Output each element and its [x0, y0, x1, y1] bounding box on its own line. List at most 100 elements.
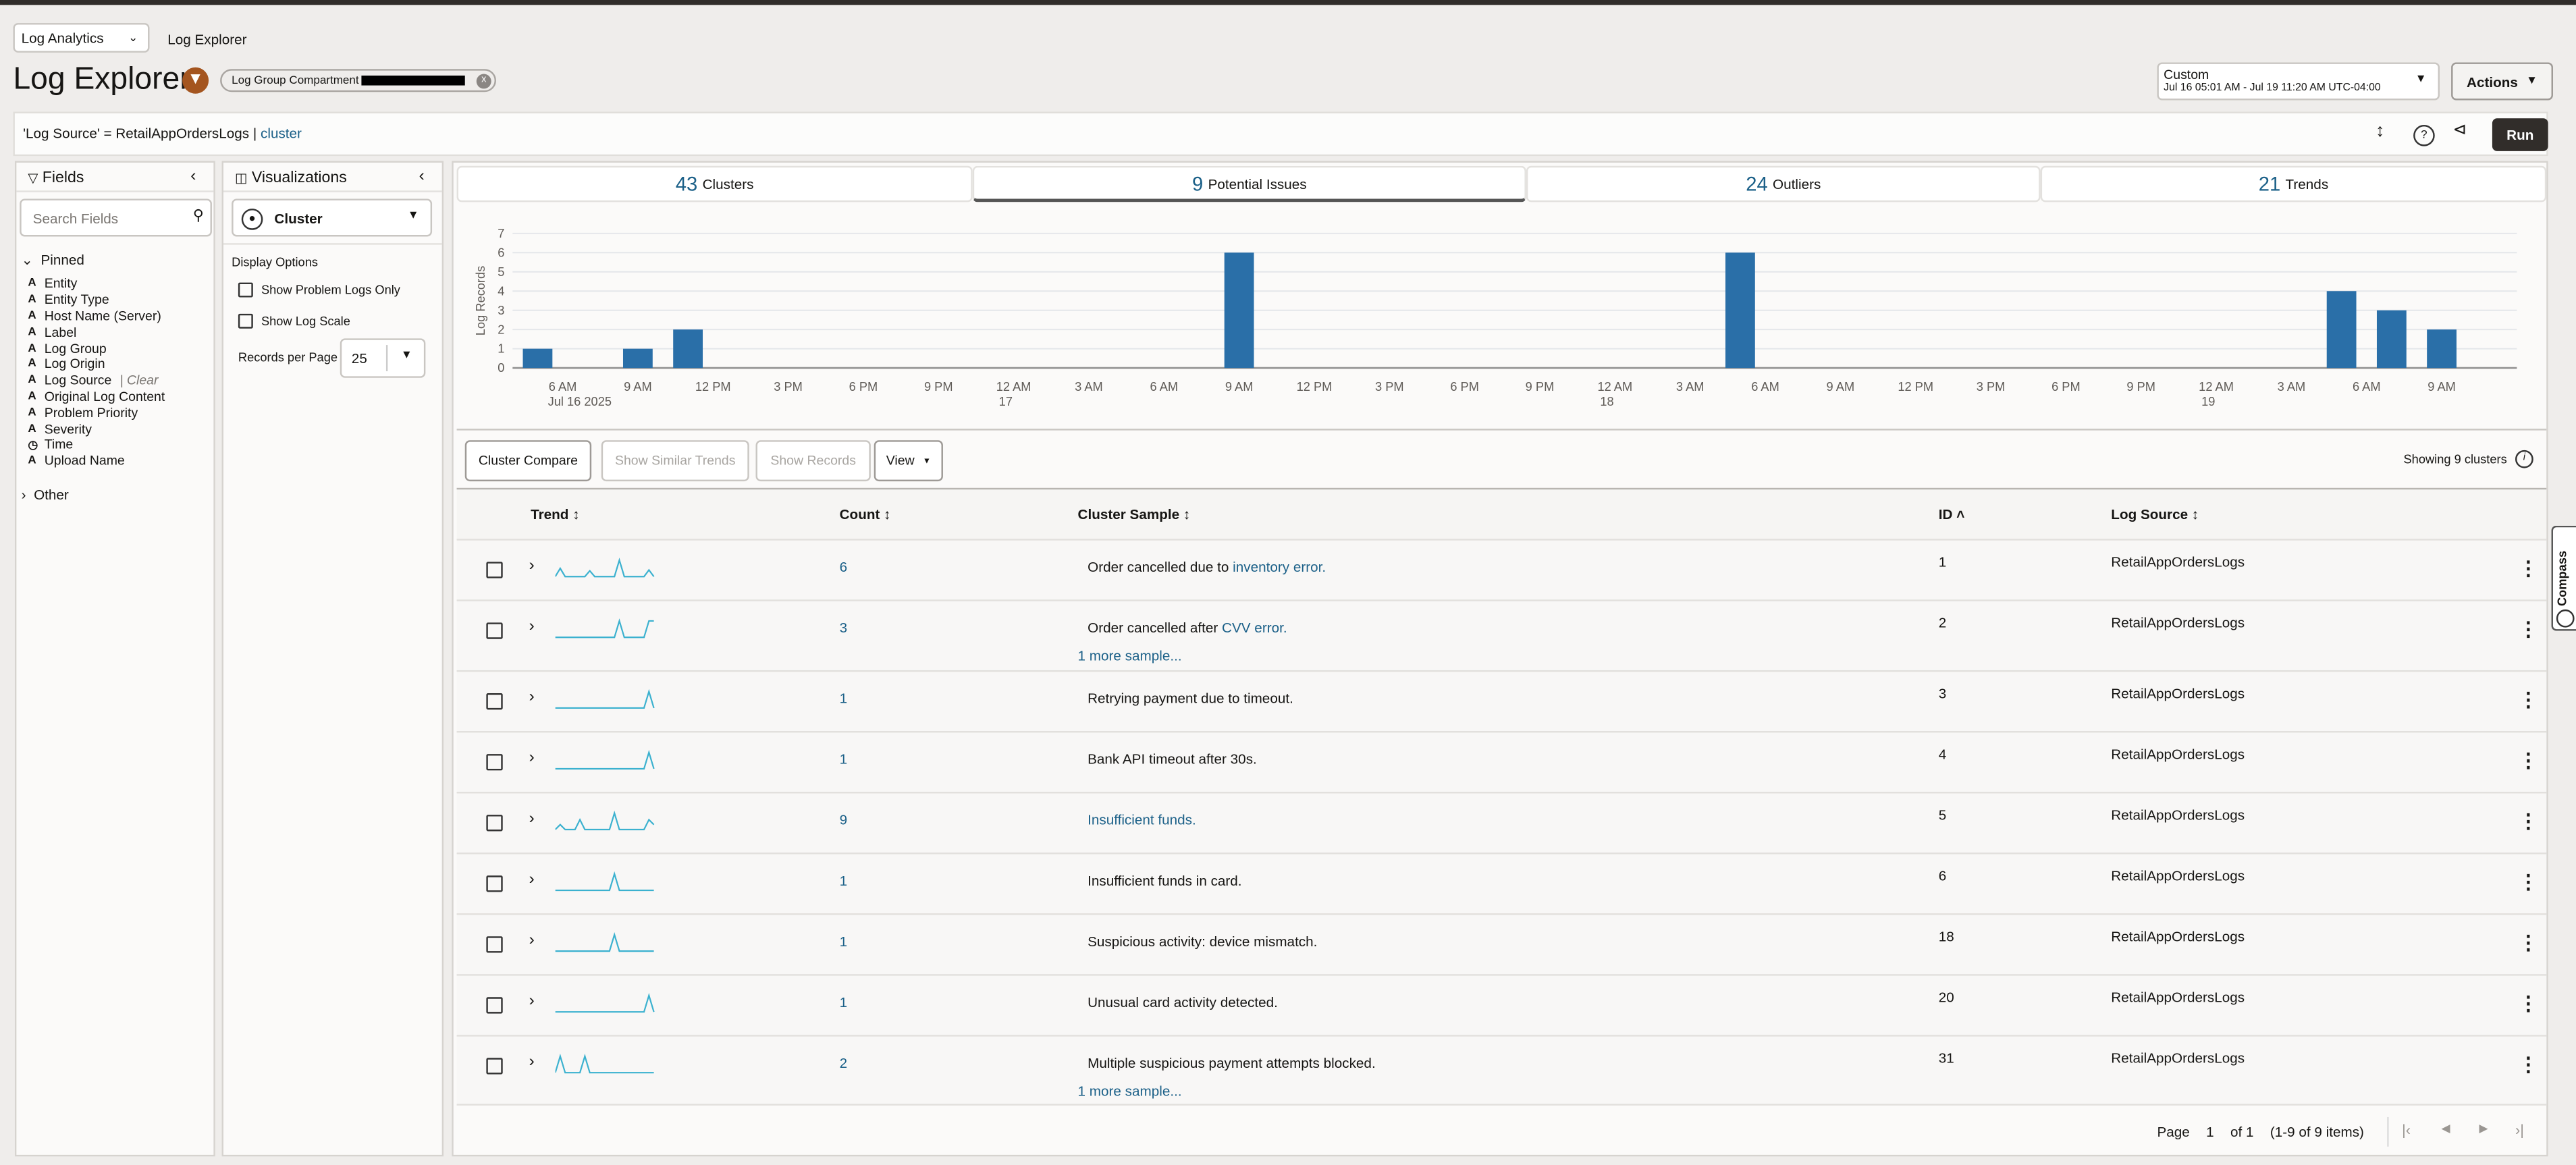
expand-collapse-icon[interactable]: ↕	[2376, 121, 2385, 142]
bar[interactable]	[2376, 310, 2407, 369]
checkbox[interactable]	[238, 313, 253, 329]
count-link[interactable]: 1	[839, 872, 848, 889]
actions-button[interactable]: Actions ▼	[2451, 62, 2553, 101]
next-page-icon[interactable]: ▶	[2479, 1123, 2488, 1135]
expand-row-icon[interactable]: ›	[529, 688, 535, 707]
expand-row-icon[interactable]: ›	[529, 1053, 535, 1071]
row-actions-kebab-icon[interactable]: ⋮	[2518, 557, 2539, 580]
expand-row-icon[interactable]: ›	[529, 749, 535, 767]
expand-row-icon[interactable]: ›	[529, 557, 535, 575]
app-selector[interactable]: Log Analytics ⌄	[13, 23, 150, 53]
tab-clusters[interactable]: 43 Clusters	[456, 165, 973, 202]
sample-variable-link[interactable]: Insufficient funds.	[1088, 811, 1196, 828]
show-records-button[interactable]: Show Records	[755, 440, 871, 482]
row-actions-kebab-icon[interactable]: ⋮	[2518, 749, 2539, 772]
field-item[interactable]: A Entity	[28, 276, 212, 292]
bar[interactable]	[2427, 329, 2457, 369]
visualization-select[interactable]: ● Cluster ▼	[232, 198, 433, 237]
column-header-log-source[interactable]: Log Source ↕	[2111, 506, 2199, 522]
expand-row-icon[interactable]: ›	[529, 809, 535, 828]
first-page-icon[interactable]: |‹	[2402, 1122, 2411, 1139]
run-button[interactable]: Run	[2492, 118, 2548, 151]
collapse-fields-icon[interactable]: ‹	[190, 167, 196, 186]
cluster-compare-button[interactable]: Cluster Compare	[464, 440, 592, 482]
count-link[interactable]: 1	[839, 690, 848, 707]
show-similar-trends-button[interactable]: Show Similar Trends	[601, 440, 749, 482]
row-checkbox[interactable]	[486, 815, 503, 832]
field-item[interactable]: A Upload Name	[28, 453, 212, 469]
clear-link[interactable]: | Clear	[119, 373, 159, 388]
field-item[interactable]: A Label	[28, 324, 212, 340]
filter-icon[interactable]: ▼	[182, 67, 209, 94]
compartment-chip[interactable]: Log Group Compartment x	[220, 69, 496, 92]
row-checkbox[interactable]	[486, 936, 503, 953]
tab-trends[interactable]: 21 Trends	[2040, 165, 2547, 202]
count-link[interactable]: 1	[839, 994, 848, 1010]
row-checkbox[interactable]	[486, 997, 503, 1014]
compass-side-tab[interactable]: Compass	[2551, 525, 2576, 631]
column-header-count[interactable]: Count ↕	[840, 506, 891, 522]
more-samples-link[interactable]: 1 more sample...	[1077, 647, 1182, 664]
row-checkbox[interactable]	[486, 562, 503, 578]
field-item[interactable]: A Log Origin	[28, 356, 212, 373]
count-link[interactable]: 9	[839, 811, 848, 828]
checkbox[interactable]	[238, 282, 253, 298]
time-range-select[interactable]: Custom Jul 16 05:01 AM - Jul 19 11:20 AM…	[2157, 62, 2440, 101]
field-item[interactable]: A Log Source | Clear	[28, 373, 212, 389]
previous-page-icon[interactable]: ◀	[2441, 1123, 2450, 1135]
count-link[interactable]: 1	[839, 751, 848, 767]
info-icon[interactable]: i	[2515, 450, 2533, 468]
bar[interactable]	[673, 329, 703, 369]
field-item[interactable]: ◷ Time	[28, 437, 212, 453]
page-number-input[interactable]: 1	[2206, 1123, 2214, 1140]
other-group-toggle[interactable]: › Other	[22, 486, 69, 502]
row-actions-kebab-icon[interactable]: ⋮	[2518, 931, 2539, 954]
expand-row-icon[interactable]: ›	[529, 618, 535, 636]
sample-variable-link[interactable]: inventory error.	[1233, 558, 1326, 575]
row-actions-kebab-icon[interactable]: ⋮	[2518, 870, 2539, 894]
log-scale-checkbox[interactable]: Show Log Scale	[238, 313, 350, 329]
problem-logs-checkbox[interactable]: Show Problem Logs Only	[238, 282, 400, 298]
field-item[interactable]: A Severity	[28, 421, 212, 437]
row-actions-kebab-icon[interactable]: ⋮	[2518, 1053, 2539, 1077]
column-header-id[interactable]: ID ˄	[1939, 506, 1965, 522]
row-checkbox[interactable]	[486, 875, 503, 892]
field-item[interactable]: A Original Log Content	[28, 389, 212, 405]
help-icon[interactable]: ?	[2413, 124, 2435, 146]
field-item[interactable]: A Entity Type	[28, 292, 212, 308]
count-link[interactable]: 3	[839, 619, 848, 636]
row-actions-kebab-icon[interactable]: ⋮	[2518, 992, 2539, 1016]
expand-row-icon[interactable]: ›	[529, 931, 535, 950]
search-fields-input[interactable]: Search Fields ⚲	[20, 198, 212, 237]
column-header-trend[interactable]: Trend ↕	[531, 506, 579, 522]
field-item[interactable]: A Problem Priority	[28, 405, 212, 421]
row-actions-kebab-icon[interactable]: ⋮	[2518, 809, 2539, 833]
row-checkbox[interactable]	[486, 1058, 503, 1075]
count-link[interactable]: 1	[839, 933, 848, 950]
query-input[interactable]: 'Log Source' = RetailAppOrdersLogs | clu…	[23, 125, 302, 141]
expand-row-icon[interactable]: ›	[529, 992, 535, 1010]
records-per-page-select[interactable]: 25 ▼	[340, 338, 426, 378]
bar[interactable]	[1725, 252, 1755, 369]
last-page-icon[interactable]: ›|	[2515, 1122, 2524, 1139]
row-checkbox[interactable]	[486, 693, 503, 710]
view-menu-button[interactable]: View ▼	[874, 440, 943, 482]
bar[interactable]	[522, 348, 553, 369]
query-bar[interactable]: 'Log Source' = RetailAppOrdersLogs | clu…	[13, 111, 2548, 157]
field-item[interactable]: A Log Group	[28, 340, 212, 356]
collapse-visualizations-icon[interactable]: ‹	[419, 167, 425, 186]
more-samples-link[interactable]: 1 more sample...	[1077, 1082, 1182, 1100]
bar[interactable]	[2326, 291, 2357, 369]
count-link[interactable]: 2	[839, 1054, 848, 1071]
row-checkbox[interactable]	[486, 622, 503, 639]
close-icon[interactable]: x	[476, 73, 491, 88]
search-icon[interactable]: ⚲	[192, 207, 204, 223]
column-header-sample[interactable]: Cluster Sample ↕	[1078, 506, 1191, 522]
count-link[interactable]: 6	[839, 558, 848, 575]
bar[interactable]	[1224, 252, 1254, 369]
tab-potential-issues[interactable]: 9 Potential Issues	[972, 165, 1526, 202]
expand-row-icon[interactable]: ›	[529, 870, 535, 889]
row-actions-kebab-icon[interactable]: ⋮	[2518, 618, 2539, 641]
field-item[interactable]: A Host Name (Server)	[28, 308, 212, 325]
row-actions-kebab-icon[interactable]: ⋮	[2518, 688, 2539, 711]
